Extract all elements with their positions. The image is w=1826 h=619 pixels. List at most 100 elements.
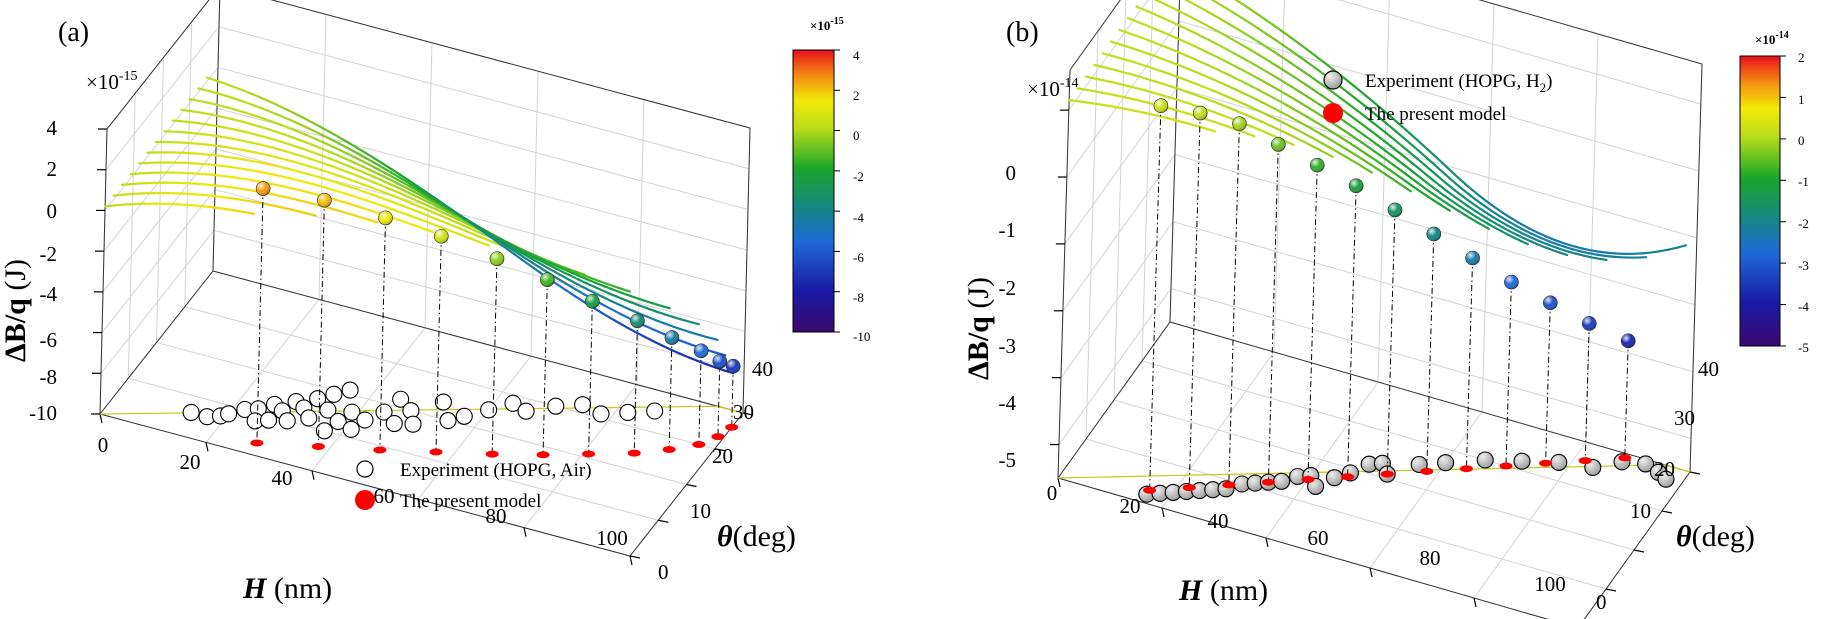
- surface-curve-segment: [1391, 163, 1400, 170]
- surface-curve-segment: [1502, 226, 1512, 233]
- surface-curve-segment: [1249, 48, 1259, 56]
- surface-curve-segment: [391, 175, 403, 183]
- surface-curve-segment: [1434, 164, 1445, 174]
- axis-frame-line: [106, 0, 210, 130]
- surface-curve-segment: [1386, 132, 1396, 142]
- surface-curve-segment: [212, 154, 221, 158]
- z-tick: -8: [40, 365, 58, 389]
- x-tick-mark: [1161, 507, 1165, 518]
- surface-curve-segment: [1433, 194, 1442, 201]
- surface-curve-segment: [458, 219, 469, 226]
- surface-curve-segment: [362, 183, 373, 189]
- x-tick-mark: [1473, 597, 1477, 608]
- surface-curve-segment: [1357, 130, 1367, 137]
- colorbar-tick: -4: [853, 210, 864, 225]
- surface-curve-segment: [312, 136, 324, 144]
- surface-curve-segment: [1676, 244, 1688, 249]
- surface-curve-segment: [381, 184, 392, 191]
- surface-curve-segment: [365, 161, 376, 169]
- surface-curve-segment: [1590, 256, 1600, 260]
- surface-curve-segment: [1390, 145, 1400, 153]
- panel-a-x-ticks: 0 20 40 60 80 100: [98, 433, 628, 550]
- surface-curve-segment: [422, 195, 433, 203]
- z-tick: -1: [999, 218, 1017, 242]
- surface-curve-segment: [1487, 223, 1497, 229]
- experiment-point: [1273, 472, 1291, 490]
- surface-curve-segment: [1361, 123, 1372, 132]
- side-wall-grid-line: [184, 21, 193, 307]
- surface-curve-segment: [544, 259, 555, 266]
- surface-curve-segment: [522, 253, 534, 261]
- surface-curve-segment: [610, 300, 622, 307]
- surface-curve-segment: [232, 85, 244, 92]
- surface-curve-segment: [1494, 226, 1503, 233]
- surface-curve-segment: [1211, 129, 1217, 133]
- surface-curve-segment: [1350, 125, 1360, 133]
- surface-curve-segment: [194, 132, 205, 136]
- surface-curve-segment: [255, 151, 265, 156]
- surface-curve-segment: [1305, 84, 1316, 92]
- panel-b-curves: [1057, 0, 1691, 479]
- experiment-point: [574, 396, 592, 414]
- surface-curve-segment: [1200, 35, 1210, 41]
- surface-curve-segment: [341, 175, 351, 181]
- surface-curve-segment: [549, 268, 561, 276]
- surface-curve-segment: [566, 268, 577, 274]
- surface-curve-segment: [1461, 194, 1471, 203]
- z-exponent: ×10-15: [86, 69, 138, 94]
- surface-curve-segment: [594, 286, 605, 293]
- surface-curve-segment: [455, 221, 465, 227]
- surface-curve-segment: [680, 339, 692, 346]
- surface-curve-segment: [355, 180, 365, 186]
- side-wall-grid-line: [127, 93, 136, 379]
- surface-curve-segment: [379, 178, 390, 185]
- surface-curve-segment: [1450, 178, 1461, 188]
- surface-curve-segment: [212, 144, 222, 148]
- surface-curve-segment: [1225, 7, 1236, 15]
- surface-curve-segment: [319, 161, 330, 166]
- surface-curve-segment: [495, 240, 507, 249]
- surface-curve-segment: [1410, 184, 1418, 191]
- side-wall-grid-line: [1058, 288, 1172, 445]
- y-tick: 20: [1654, 457, 1675, 481]
- model-point-floor: [1618, 454, 1632, 462]
- surface-curve-segment: [1237, 0, 1249, 9]
- surface-curve-segment: [1442, 162, 1454, 174]
- axis-frame-line: [99, 128, 108, 415]
- surface-curve-segment: [1443, 206, 1451, 212]
- surface-curve-segment: [1415, 181, 1424, 188]
- surface-curve-segment: [1597, 257, 1608, 261]
- surface-curve-segment: [419, 206, 430, 212]
- surface-curve-segment: [1374, 102, 1386, 113]
- surface-curve-segment: [297, 170, 306, 175]
- surface-curve-segment: [280, 149, 291, 154]
- floor-grid-line: [184, 306, 715, 450]
- surface-curve-segment: [503, 246, 515, 255]
- surface-curve-segment: [1416, 157, 1426, 167]
- surface-curve-segment: [267, 109, 279, 116]
- model-drop-line: [1149, 105, 1162, 491]
- surface-curve-segment: [660, 304, 671, 310]
- model-point-floor: [582, 450, 596, 458]
- surface-curve-segment: [584, 287, 596, 294]
- surface-curve-segment: [240, 88, 252, 95]
- surface-curve-segment: [1361, 103, 1373, 112]
- surface-curve-segment: [412, 193, 423, 201]
- surface-curve-segment: [1411, 161, 1421, 170]
- x-tick-mark: [99, 413, 103, 424]
- surface-curve-segment: [1340, 97, 1351, 106]
- surface-curve-segment: [1337, 126, 1346, 133]
- surface-curve-segment: [1349, 133, 1358, 141]
- axis-frame-line: [1057, 69, 1071, 479]
- surface-curve-segment: [531, 258, 543, 266]
- surface-curve-segment: [530, 265, 541, 274]
- surface-curve-segment: [450, 215, 461, 222]
- surface-curve-segment: [1393, 129, 1405, 139]
- surface-curve-segment: [1189, 1, 1200, 8]
- surface-curve-segment: [460, 228, 470, 233]
- surface-curve-segment: [180, 108, 192, 113]
- surface-curve-segment: [663, 313, 675, 319]
- legend-experiment-label: Experiment (HOPG, Air): [400, 460, 592, 481]
- surface-curve-segment: [250, 113, 262, 119]
- surface-curve-segment: [1640, 251, 1652, 255]
